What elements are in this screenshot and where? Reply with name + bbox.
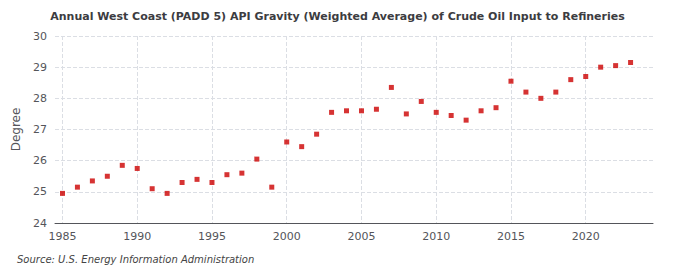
svg-text:29: 29: [33, 61, 47, 74]
svg-text:2000: 2000: [273, 230, 301, 243]
svg-text:1995: 1995: [198, 230, 226, 243]
svg-text:1985: 1985: [48, 230, 76, 243]
svg-text:Annual West Coast (PADD 5) API: Annual West Coast (PADD 5) API Gravity (…: [50, 10, 625, 23]
svg-text:1990: 1990: [123, 230, 151, 243]
svg-text:2015: 2015: [497, 230, 525, 243]
svg-text:25: 25: [33, 185, 47, 198]
svg-text:Source: U.S. Energy Informatio: Source: U.S. Energy Information Administ…: [17, 254, 254, 265]
svg-text:24: 24: [33, 217, 47, 230]
svg-text:30: 30: [33, 30, 47, 43]
svg-text:27: 27: [33, 123, 47, 136]
svg-text:2020: 2020: [572, 230, 600, 243]
svg-text:2005: 2005: [347, 230, 375, 243]
svg-text:Degree: Degree: [9, 108, 23, 152]
svg-text:28: 28: [33, 92, 47, 105]
svg-text:2010: 2010: [422, 230, 450, 243]
svg-text:26: 26: [33, 154, 47, 167]
